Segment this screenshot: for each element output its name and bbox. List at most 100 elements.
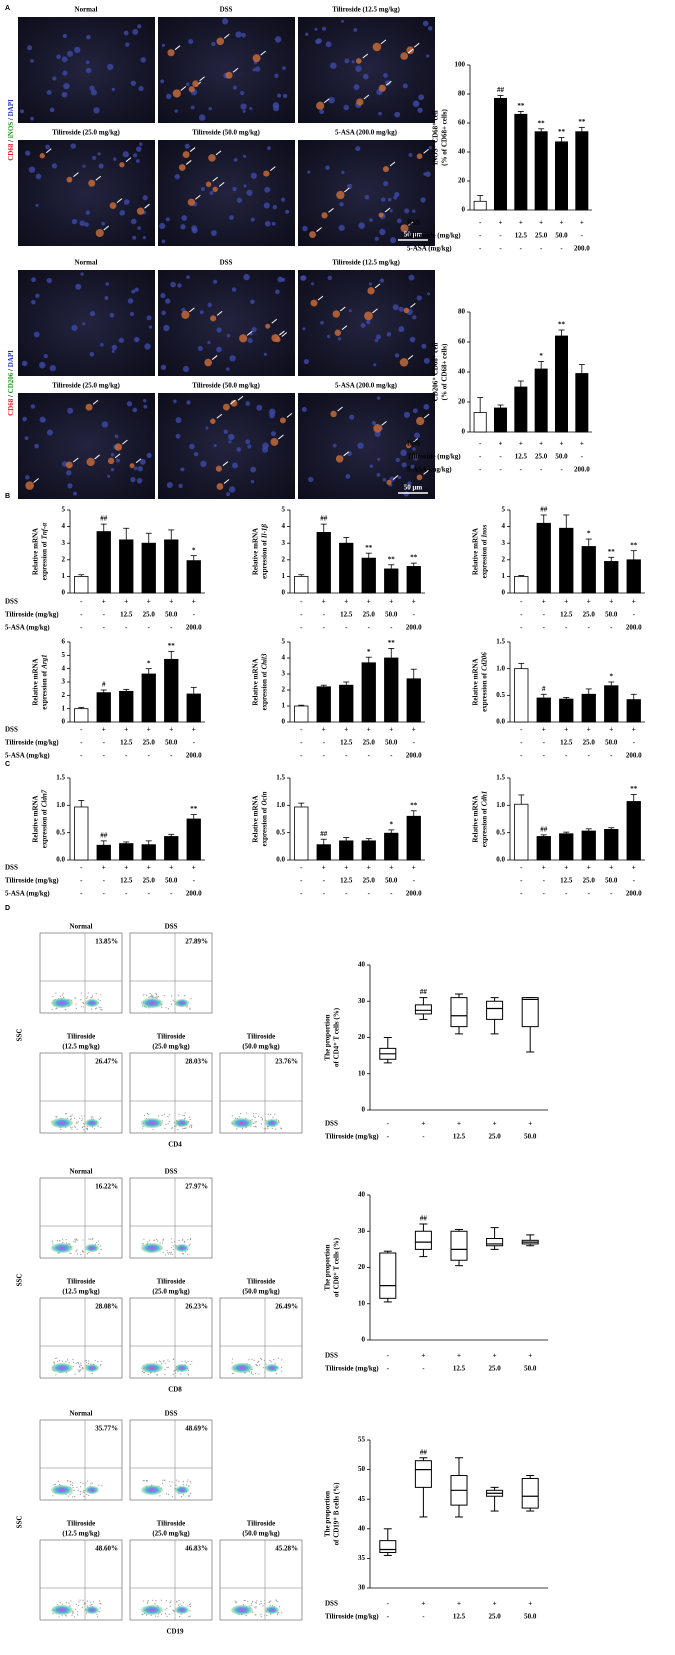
nucleus: [174, 109, 178, 113]
flow-dot: [166, 1250, 168, 1252]
nucleus: [166, 481, 173, 488]
condition-label: -: [103, 877, 106, 885]
macrophage: [406, 46, 415, 55]
flow-dot: [147, 1113, 149, 1115]
flow-dot: [269, 1359, 271, 1361]
flow-x-label: CD4: [168, 1141, 182, 1149]
condition-label: +: [412, 726, 416, 734]
flow-dot: [76, 1614, 79, 1616]
bar: [119, 690, 134, 723]
significance: ##: [320, 515, 328, 523]
flow-dot: [152, 995, 154, 997]
condition-label: +: [322, 598, 326, 606]
box: [414, 1460, 432, 1488]
significance: **: [168, 642, 176, 650]
condition-label: -: [479, 219, 482, 227]
nucleus: [274, 73, 279, 78]
flow-dot: [264, 1112, 266, 1115]
condition-name: 5-ASA (mg/kg): [5, 752, 50, 760]
flow-dot: [188, 1244, 190, 1246]
arrow: [246, 330, 253, 336]
nucleus: [412, 454, 419, 461]
flow-dot: [76, 1121, 78, 1123]
flow-dot: [278, 1606, 281, 1608]
nucleus: [216, 346, 222, 353]
image-label: Normal: [75, 6, 98, 14]
nucleus: [182, 365, 190, 373]
macrophage: [178, 164, 186, 171]
nucleus: [392, 304, 399, 311]
gene-name: Tnf-α: [40, 523, 48, 540]
flow-dot: [59, 995, 62, 997]
nucleus: [135, 159, 140, 163]
nucleus: [250, 172, 257, 179]
flow-dot: [157, 1374, 159, 1376]
flow-dot: [77, 1361, 79, 1363]
y-tick-label: 1: [62, 572, 66, 580]
condition-label: +: [539, 440, 543, 448]
flow-dot: [94, 1359, 96, 1362]
flow-dot: [188, 1126, 190, 1128]
condition-label: -: [80, 890, 83, 898]
condition-label: -: [543, 624, 546, 632]
y-label-line: expression of: [480, 539, 488, 579]
flow-dot: [189, 1243, 191, 1245]
arrow: [94, 454, 100, 460]
flow-dot: [182, 1253, 184, 1255]
macrophage: [378, 84, 386, 92]
nucleus: [263, 352, 267, 356]
flow-dot: [277, 1120, 280, 1122]
flow-dot: [156, 997, 158, 999]
macrophage: [66, 176, 73, 183]
y-tick-label: 5: [62, 651, 66, 659]
y-tick-label: 0.0: [56, 856, 65, 864]
macrophage: [95, 228, 104, 238]
flow-cluster: [85, 1486, 99, 1494]
nucleus: [90, 89, 97, 96]
y-tick-label: 40: [458, 148, 466, 156]
condition-label: +: [367, 598, 371, 606]
nucleus: [85, 210, 91, 215]
flow-dot: [79, 1599, 81, 1601]
nucleus: [416, 295, 422, 301]
flow-dot: [260, 1615, 262, 1618]
bar: [575, 131, 589, 211]
flow-dot: [56, 1360, 59, 1362]
flow-dot: [260, 1116, 262, 1118]
flow-dot: [152, 1128, 154, 1130]
flow-dot: [251, 1119, 253, 1121]
condition-label: +: [539, 219, 543, 227]
nucleus: [271, 221, 276, 226]
nucleus: [21, 360, 28, 367]
flow-dot: [243, 1599, 245, 1602]
flow-dot: [175, 1244, 177, 1246]
nucleus: [373, 363, 377, 367]
nucleus: [110, 467, 115, 472]
flow-dot: [75, 1603, 78, 1605]
y-tick-label: 0.5: [276, 828, 285, 836]
flow-y-label: SSC: [16, 1516, 24, 1529]
nucleus: [181, 215, 188, 221]
condition-label: +: [102, 598, 106, 606]
flow-dot: [171, 995, 173, 997]
condition-label: -: [80, 864, 83, 872]
flow-dot: [72, 1612, 74, 1614]
nucleus: [89, 85, 95, 91]
condition-label: 50.0: [165, 611, 178, 619]
box: [450, 997, 468, 1028]
flow-dot: [255, 1606, 257, 1608]
nucleus: [250, 466, 257, 473]
condition-label: 200.0: [186, 890, 202, 898]
flow-dot: [65, 1113, 67, 1115]
flow-panel: [129, 1297, 213, 1379]
flow-dot: [257, 1361, 259, 1363]
nucleus: [33, 331, 40, 338]
condition-label: -: [499, 466, 502, 474]
flow-dot: [175, 1484, 177, 1486]
flow-dot: [187, 1479, 189, 1481]
nucleus: [82, 164, 86, 168]
flow-dot: [238, 1116, 241, 1118]
flow-dot: [188, 1485, 190, 1487]
bar: [164, 836, 179, 861]
flow-dot: [99, 1607, 101, 1609]
